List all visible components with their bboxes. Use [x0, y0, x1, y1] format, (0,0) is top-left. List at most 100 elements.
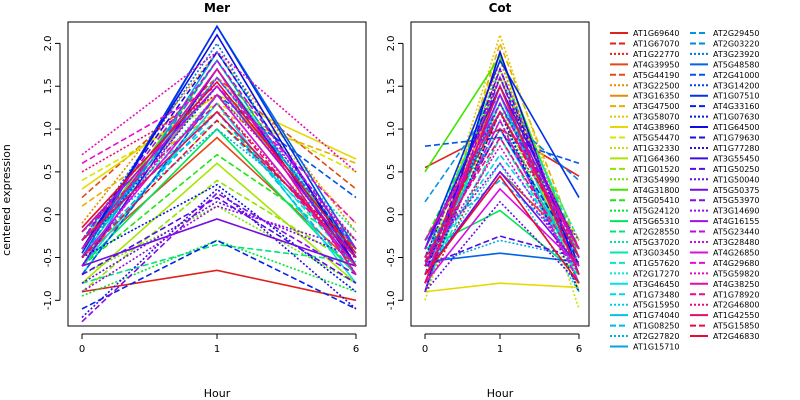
legend-label: AT3G14200	[713, 81, 759, 90]
legend-label: AT2G29450	[713, 29, 759, 38]
legend-label: AT5G15950	[633, 301, 679, 310]
y-tick-label-mer: 1.0	[43, 121, 54, 137]
series-line-mer	[81, 119, 357, 259]
legend-label: AT5G53970	[713, 196, 759, 205]
series-line-mer	[81, 50, 357, 258]
y-tick-label-cot: 0.5	[386, 164, 397, 180]
series-line-cot	[424, 144, 580, 276]
legend-label: AT1G79630	[713, 134, 759, 143]
series-line-mer	[81, 183, 357, 293]
series-line-mer	[81, 196, 357, 284]
legend-label: AT1G22770	[633, 50, 679, 59]
series-line-mer	[81, 162, 357, 284]
series-line-cot	[424, 118, 580, 284]
series-line-cot	[424, 239, 580, 267]
legend-label: AT2G28550	[633, 228, 679, 237]
legend-label: AT5G54470	[633, 134, 679, 143]
legend-label: AT5G44190	[633, 71, 679, 80]
series-line-cot	[424, 252, 580, 263]
panel-title-cot: Cot	[489, 1, 512, 15]
series-line-cot	[424, 174, 580, 284]
x-tick-label-cot: 0	[422, 344, 428, 355]
legend-label: AT3G54990	[633, 175, 679, 184]
legend-label: AT1G64360	[633, 154, 679, 163]
legend-label: AT1G42550	[713, 311, 759, 320]
series-line-mer	[81, 239, 357, 297]
y-tick-label-mer: -1.0	[43, 291, 54, 311]
x-axis-title-mer: Hour	[204, 387, 231, 400]
series-line-cot	[424, 84, 580, 284]
legend-label: AT3G14690	[713, 207, 759, 216]
panel-mer: Mer Hour -1.0 -0.5 0.0 0.5 1.0 1.5 2.0 0 1 6	[43, 1, 367, 400]
legend-label: AT3G46450	[633, 280, 679, 289]
legend-label: AT4G33160	[713, 102, 759, 111]
series-line-mer	[81, 85, 357, 224]
legend-label: AT3G58070	[633, 113, 679, 122]
y-tick-label-cot: 0.0	[386, 207, 397, 223]
series-line-cot	[424, 200, 580, 293]
series-line-mer	[81, 80, 357, 254]
y-tick-label-cot: 2.0	[386, 35, 397, 51]
series-line-mer	[81, 192, 357, 323]
y-tick-label-cot: -0.5	[386, 248, 397, 268]
series-line-mer	[81, 93, 357, 190]
legend-label: AT3G23920	[713, 50, 759, 59]
series-line-mer	[81, 179, 357, 293]
y-tick-label-cot: -1.0	[386, 291, 397, 311]
x-tick-label-mer: 6	[353, 344, 359, 355]
plot-frame-mer	[67, 21, 367, 327]
y-tick-label-mer: 2.0	[43, 35, 54, 51]
legend-label: AT1G01520	[633, 165, 679, 174]
x-tick-label-cot: 1	[497, 344, 503, 355]
series-line-mer	[81, 110, 357, 259]
legend-label: AT3G55450	[713, 154, 759, 163]
series-line-cot	[424, 282, 580, 293]
series-line-cot	[424, 101, 580, 258]
series-line-mer	[81, 127, 357, 276]
legend-label: AT2G03220	[713, 39, 759, 48]
series-line-mer	[81, 200, 357, 284]
legend-label: AT1G77280	[713, 144, 759, 153]
series-line-mer	[81, 59, 357, 267]
legend-label: AT1G57620	[633, 259, 679, 268]
legend-label: AT3G03450	[633, 248, 679, 257]
legend-label: AT4G38250	[713, 280, 759, 289]
legend-label: AT3G28480	[713, 238, 759, 247]
plot-area-cot: -1.0 -0.5 0.0 0.5 1.0 1.5 2.0 0 1 6	[386, 21, 590, 355]
legend-label: AT5G65310	[633, 217, 679, 226]
series-line-mer	[81, 205, 357, 293]
y-tick-label-cot: 1.5	[386, 78, 397, 94]
series-line-mer	[81, 153, 357, 267]
y-axis-title: centered expression	[0, 144, 13, 256]
series-line-cot	[424, 161, 580, 293]
panel-cot: Cot Hour -1.0 -0.5 0.0 0.5 1.0 1.5 2.0 0 1 6	[386, 1, 590, 400]
series-line-mer	[81, 93, 357, 276]
x-tick-label-mer: 1	[214, 344, 220, 355]
legend-label: AT1G50250	[713, 165, 759, 174]
legend-label: AT5G23440	[713, 228, 759, 237]
legend-label: AT5G24120	[633, 207, 679, 216]
legend-label: AT3G22500	[633, 81, 679, 90]
series-line-mer	[81, 24, 357, 258]
series-line-mer	[81, 239, 357, 310]
y-tick-label-mer: 0.0	[43, 207, 54, 223]
y-tick-label-mer: 1.5	[43, 78, 54, 94]
series-line-mer	[81, 243, 357, 284]
legend-label: AT4G29680	[713, 259, 759, 268]
plot-frame-cot	[410, 21, 590, 327]
x-axis-title-cot: Hour	[487, 387, 514, 400]
series-line-cot	[424, 235, 580, 267]
legend-label: AT1G74040	[633, 311, 679, 320]
legend-label: AT5G50375	[713, 186, 759, 195]
legend-label: AT5G15850	[713, 322, 759, 331]
legend-label: AT1G69640	[633, 29, 679, 38]
series-line-mer	[81, 24, 357, 258]
series-line-mer	[81, 59, 357, 267]
series-line-cot	[424, 40, 580, 284]
legend-label: AT2G46830	[713, 332, 759, 341]
legend-label: AT1G73480	[633, 290, 679, 299]
series-line-cot	[424, 66, 580, 275]
series-line-cot	[424, 127, 580, 267]
y-tick-label-mer: -0.5	[43, 248, 54, 268]
